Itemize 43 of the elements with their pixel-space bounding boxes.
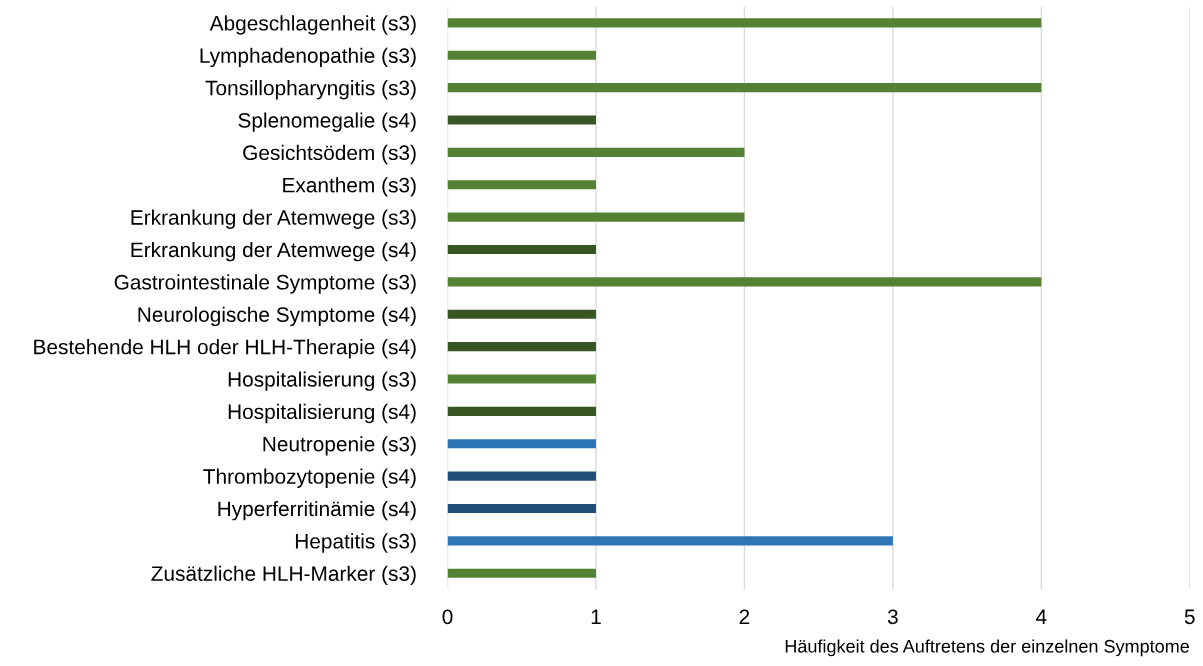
bar [447, 439, 596, 449]
x-tick-label: 4 [1036, 609, 1047, 624]
bar [447, 568, 596, 578]
bar [447, 115, 596, 125]
bar [447, 536, 893, 546]
y-tick-label: Gesichtsödem (s3) [243, 144, 416, 165]
bar [447, 147, 745, 157]
x-tick-label: 2 [739, 609, 750, 624]
y-tick-label: Exanthem (s3) [283, 177, 416, 197]
y-tick-label: Lymphadenopathie (s3) [200, 47, 416, 68]
x-axis-title: Häufigkeit des Auftretens der einzelnen Symptome [785, 639, 1189, 657]
y-tick-label: Hyperferritinämie (s4) [218, 500, 416, 521]
bar [447, 50, 596, 60]
x-tick-label: 1 [591, 609, 601, 624]
x-tick-label: 3 [887, 609, 898, 625]
y-tick-label: Neutropenie (s3) [263, 436, 416, 456]
y-tick-label: Zusätzliche HLH-Marker (s3) [151, 565, 416, 586]
y-tick-label: Hospitalisierung (s4) [228, 403, 416, 424]
y-tick-label: Splenomegalie (s4) [238, 112, 416, 132]
y-tick-label: Tonsillopharyngitis (s3) [205, 80, 416, 100]
bar [447, 342, 596, 352]
bar [447, 503, 596, 514]
x-tick-label: 5 [1184, 609, 1195, 625]
bar [447, 471, 596, 481]
y-tick-label: Abgeschlagenheit (s3) [209, 15, 416, 35]
y-tick-label: Hospitalisierung (s3) [228, 371, 416, 391]
y-tick-label: Hepatitis (s3) [295, 533, 416, 553]
y-tick-label: Thrombozytopenie (s4) [203, 468, 416, 488]
x-tick-label: 0 [442, 609, 453, 625]
bar [447, 212, 745, 222]
bar [447, 83, 1042, 93]
y-tick-label: Gastrointestinale Symptome (s3) [114, 274, 416, 294]
y-tick-label: Bestehende HLH oder HLH-Therapie (s4) [34, 339, 416, 359]
bar [447, 277, 1042, 287]
bar [447, 18, 1042, 28]
bar [447, 244, 596, 255]
y-tick-label: Erkrankung der Atemwege (s3) [131, 209, 416, 229]
y-tick-label: Neurologische Symptome (s4) [138, 306, 416, 327]
bar [447, 406, 596, 416]
bar [447, 374, 596, 384]
bar [447, 309, 596, 319]
y-tick-label: Erkrankung der Atemwege (s4) [131, 241, 416, 262]
bar [447, 180, 596, 190]
